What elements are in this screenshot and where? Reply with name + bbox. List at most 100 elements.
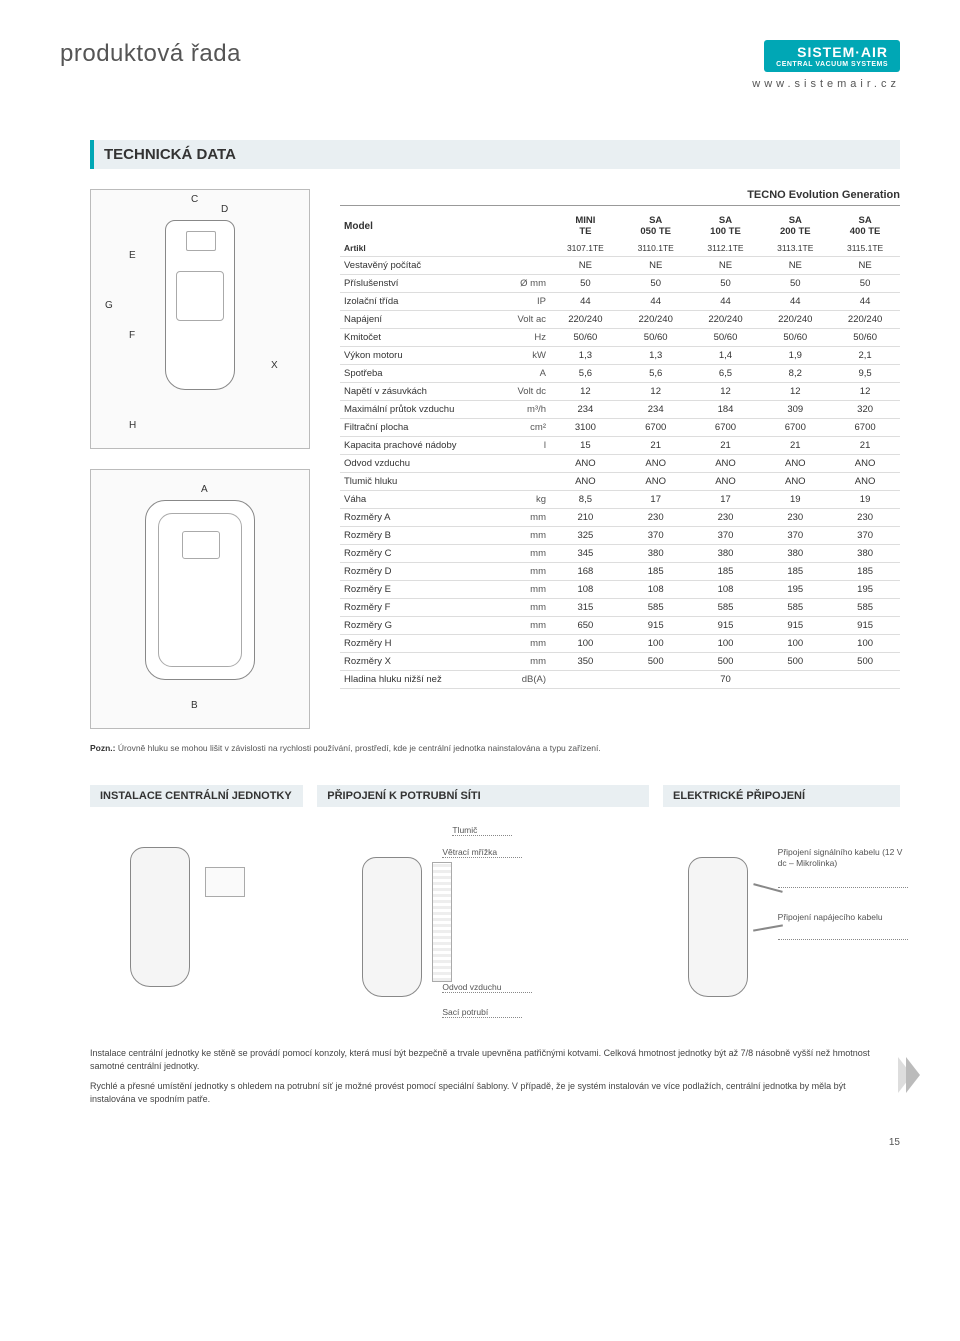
table-row: Rozměry Fmm315585585585585 bbox=[340, 599, 900, 617]
cell-value: 100 bbox=[830, 635, 900, 653]
row-label: Vestavěný počítač bbox=[340, 257, 500, 275]
col-header: SA400 TE bbox=[830, 212, 900, 240]
cell-value bbox=[760, 671, 830, 689]
cell-value bbox=[621, 671, 691, 689]
cell-value: 915 bbox=[830, 617, 900, 635]
table-row: Rozměry Gmm650915915915915 bbox=[340, 617, 900, 635]
row-label: Napětí v zásuvkách bbox=[340, 383, 500, 401]
cell-value: 585 bbox=[760, 599, 830, 617]
table-row: KmitočetHz50/6050/6050/6050/6050/60 bbox=[340, 329, 900, 347]
row-unit: kg bbox=[500, 491, 550, 509]
row-label: Spotřeba bbox=[340, 365, 500, 383]
table-row: Váhakg8,517171919 bbox=[340, 491, 900, 509]
dim-e: E bbox=[129, 250, 136, 261]
note-label: Pozn.: bbox=[90, 743, 116, 753]
cell-value: 370 bbox=[621, 527, 691, 545]
cell-value: 220/240 bbox=[550, 311, 621, 329]
cell-value: 50/60 bbox=[621, 329, 691, 347]
cell-value: 21 bbox=[830, 437, 900, 455]
row-unit: dB(A) bbox=[500, 671, 550, 689]
dim-d: D bbox=[221, 204, 228, 215]
cell-value: 70 bbox=[691, 671, 761, 689]
install-heading-pipe: PŘIPOJENÍ K POTRUBNÍ SÍTI bbox=[317, 785, 649, 807]
cell-value: 309 bbox=[760, 401, 830, 419]
cell-value: 380 bbox=[760, 545, 830, 563]
table-row: SpotřebaA5,65,66,58,29,5 bbox=[340, 365, 900, 383]
dim-a: A bbox=[201, 484, 208, 495]
row-unit: cm² bbox=[500, 419, 550, 437]
cell-value: 315 bbox=[550, 599, 621, 617]
cell-value: 21 bbox=[760, 437, 830, 455]
cell-value: ANO bbox=[691, 473, 761, 491]
cell-value: 44 bbox=[621, 293, 691, 311]
cell-value: 6700 bbox=[621, 419, 691, 437]
cell-value: 500 bbox=[621, 653, 691, 671]
table-row: Rozměry Cmm345380380380380 bbox=[340, 545, 900, 563]
cell-value: 5,6 bbox=[621, 365, 691, 383]
cell-value: 3100 bbox=[550, 419, 621, 437]
cell-value: 1,4 bbox=[691, 347, 761, 365]
row-label: Váha bbox=[340, 491, 500, 509]
cell-value: 230 bbox=[691, 509, 761, 527]
cell-value: 108 bbox=[621, 581, 691, 599]
table-row: Filtrační plochacm²31006700670067006700 bbox=[340, 419, 900, 437]
row-label: Kmitočet bbox=[340, 329, 500, 347]
table-row: Rozměry Xmm350500500500500 bbox=[340, 653, 900, 671]
row-unit: kW bbox=[500, 347, 550, 365]
row-label: Rozměry X bbox=[340, 653, 500, 671]
article-code: 3112.1TE bbox=[691, 240, 761, 257]
cell-value: 100 bbox=[691, 635, 761, 653]
install-heading-electric: ELEKTRICKÉ PŘIPOJENÍ bbox=[663, 785, 900, 807]
table-row: Rozměry Emm108108108195195 bbox=[340, 581, 900, 599]
table-row: Rozměry Amm210230230230230 bbox=[340, 509, 900, 527]
cell-value: ANO bbox=[691, 455, 761, 473]
cell-value: 50/60 bbox=[550, 329, 621, 347]
row-unit: A bbox=[500, 365, 550, 383]
dim-h: H bbox=[129, 420, 136, 431]
website-url: www.sistemair.cz bbox=[752, 78, 900, 90]
callout-grille: Větrací mřížka bbox=[442, 847, 522, 858]
table-row: Izolační třídaIP4444444444 bbox=[340, 293, 900, 311]
dim-g: G bbox=[105, 300, 113, 311]
table-row: Vestavěný počítačNENENENENE bbox=[340, 257, 900, 275]
spec-table: ModelMINITESA050 TESA100 TESA200 TESA400… bbox=[340, 212, 900, 689]
row-label: Rozměry A bbox=[340, 509, 500, 527]
cell-value: 17 bbox=[621, 491, 691, 509]
note-text: Úrovně hluku se mohou lišit v závislosti… bbox=[118, 743, 601, 753]
cell-value: 12 bbox=[621, 383, 691, 401]
article-code: 3107.1TE bbox=[550, 240, 621, 257]
cell-value: 12 bbox=[691, 383, 761, 401]
cell-value: 345 bbox=[550, 545, 621, 563]
model-label: Model bbox=[340, 212, 500, 240]
cell-value: 220/240 bbox=[760, 311, 830, 329]
cell-value bbox=[830, 671, 900, 689]
cell-value: 12 bbox=[830, 383, 900, 401]
row-label: Hladina hluku nižší než bbox=[340, 671, 500, 689]
cell-value: 220/240 bbox=[830, 311, 900, 329]
cell-value: 5,6 bbox=[550, 365, 621, 383]
col-header: SA200 TE bbox=[760, 212, 830, 240]
cell-value: 50/60 bbox=[760, 329, 830, 347]
row-label: Maximální průtok vzduchu bbox=[340, 401, 500, 419]
cell-value: NE bbox=[691, 257, 761, 275]
table-row: Odvod vzduchuANOANOANOANOANO bbox=[340, 455, 900, 473]
cell-value: 50 bbox=[621, 275, 691, 293]
cell-value: 50 bbox=[830, 275, 900, 293]
row-unit: mm bbox=[500, 509, 550, 527]
cell-value: 8,5 bbox=[550, 491, 621, 509]
row-unit: mm bbox=[500, 527, 550, 545]
cell-value: 370 bbox=[830, 527, 900, 545]
article-code: 3113.1TE bbox=[760, 240, 830, 257]
row-unit: mm bbox=[500, 617, 550, 635]
cell-value: 220/240 bbox=[691, 311, 761, 329]
cell-value: 500 bbox=[830, 653, 900, 671]
diagram-column: C D E G F X H A B bbox=[90, 189, 310, 729]
row-unit: IP bbox=[500, 293, 550, 311]
col-header: MINITE bbox=[550, 212, 621, 240]
cell-value: 100 bbox=[760, 635, 830, 653]
table-row: PříslušenstvíØ mm5050505050 bbox=[340, 275, 900, 293]
row-label: Rozměry F bbox=[340, 599, 500, 617]
cell-value: 585 bbox=[691, 599, 761, 617]
install-note-2: Rychlé a přesné umístění jednotky s ohle… bbox=[90, 1080, 870, 1107]
cell-value: 44 bbox=[830, 293, 900, 311]
